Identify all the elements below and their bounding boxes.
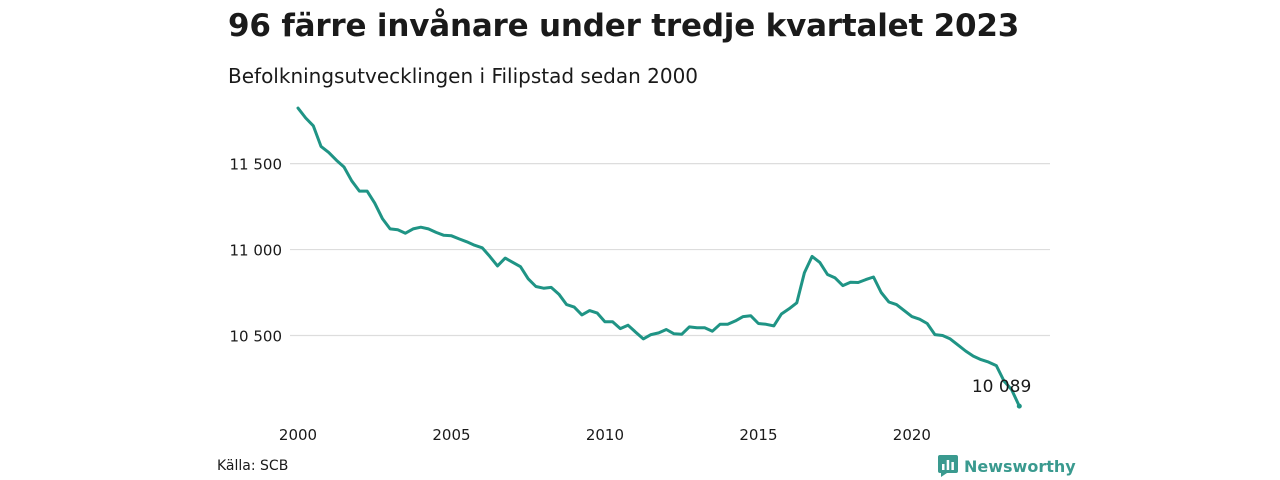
- x-tick-label: 2015: [739, 426, 777, 444]
- annotation-layer: 10 089: [972, 377, 1031, 397]
- grid-lines: [290, 163, 1050, 337]
- y-tick-label: 11 500: [230, 156, 283, 174]
- y-axis-tick-labels: 10 500 11 000 11 500: [230, 156, 283, 346]
- series-layer: [296, 106, 1022, 409]
- series-line-0: [296, 106, 1021, 408]
- chart-title: 96 färre invånare under tredje kvartalet…: [228, 8, 1020, 44]
- y-tick-label: 10 500: [230, 327, 283, 345]
- series-end-point: [1016, 403, 1022, 409]
- x-tick-label: 2000: [279, 426, 317, 444]
- brand-logo[interactable]: Newsworthy: [938, 455, 1076, 477]
- x-tick-label: 2010: [586, 426, 624, 444]
- chart-subtitle: Befolkningsutvecklingen i Filipstad seda…: [228, 64, 699, 88]
- y-tick-label: 11 000: [230, 242, 283, 260]
- x-tick-label: 2005: [432, 426, 470, 444]
- x-tick-label: 2020: [893, 426, 931, 444]
- x-axis-tick-labels: 2000 2005 2010 2015 2020: [279, 426, 931, 444]
- bar-chart-logo-icon: [938, 455, 958, 477]
- source-note: Källa: SCB: [217, 458, 289, 474]
- end-value-label: 10 089: [972, 377, 1031, 397]
- brand-name: Newsworthy: [964, 456, 1076, 476]
